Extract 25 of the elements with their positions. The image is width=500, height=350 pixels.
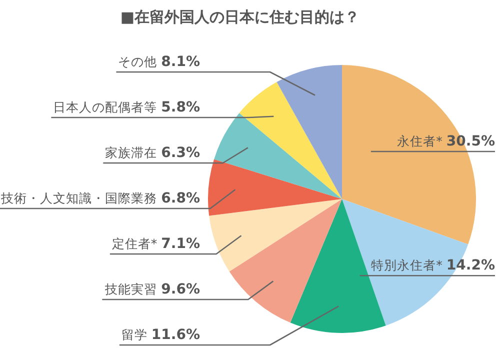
- data-label: 6.8%: [161, 190, 200, 206]
- slice-label: 定住者*: [112, 236, 158, 251]
- slice-label: 家族滞在: [105, 145, 158, 160]
- data-label: 5.8%: [161, 100, 200, 116]
- data-label: 11.6%: [151, 327, 200, 343]
- pie-slice: [209, 199, 342, 272]
- slice-label: 技術・人文知識・国際業務: [0, 190, 158, 206]
- data-label: 7.1%: [161, 236, 200, 252]
- pie-slice: [229, 199, 342, 323]
- slice-label: 特別永住者*: [371, 258, 442, 273]
- slice-label: 留学: [121, 327, 148, 342]
- pie-slice: [276, 65, 342, 199]
- pie-slice: [208, 159, 342, 216]
- pie-slice: [214, 112, 342, 199]
- slice-label: その他: [118, 54, 158, 69]
- slice-label: 技能実習: [104, 282, 158, 296]
- data-label: 14.2%: [446, 258, 495, 274]
- slice-label: 日本人の配偶者等: [53, 100, 158, 114]
- chart-title: ■在留外国人の日本に住む目的は？: [120, 8, 360, 26]
- pie-slice: [290, 199, 386, 333]
- pie-slice: [239, 82, 342, 199]
- slice-label: 永住者*: [397, 134, 442, 149]
- data-label: 6.3%: [161, 145, 200, 161]
- data-label: 8.1%: [161, 54, 200, 70]
- data-label: 9.6%: [161, 282, 200, 298]
